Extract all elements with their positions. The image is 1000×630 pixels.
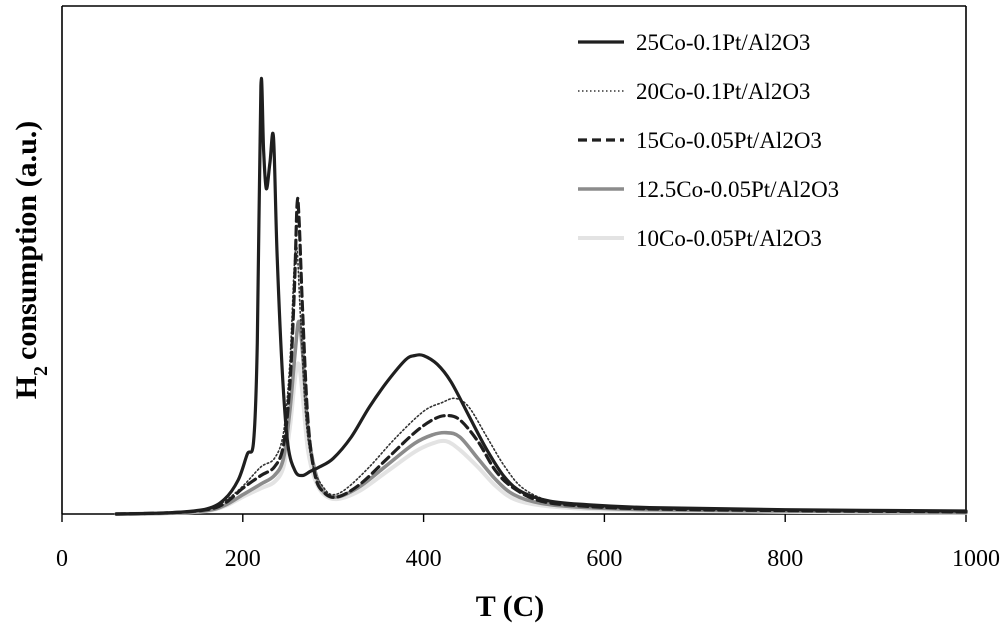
x-tick-label: 0 xyxy=(56,546,68,572)
legend: 25Co-0.1Pt/Al2O3 20Co-0.1Pt/Al2O3 15Co-0.0… xyxy=(578,30,839,251)
legend-label: 12.5Co-0.05Pt/Al2O3 xyxy=(636,177,839,202)
legend-label: 20Co-0.1Pt/Al2O3 xyxy=(636,79,810,104)
series-group xyxy=(114,76,968,516)
x-tick-label: 600 xyxy=(586,546,622,572)
y-axis-title: H2 consumption (a.u.) xyxy=(10,121,52,400)
legend-label: 10Co-0.05Pt/Al2O3 xyxy=(636,226,822,251)
x-axis-title: T (C) xyxy=(476,590,545,623)
x-tick-label: 1000 xyxy=(952,546,1000,572)
y-axis-title-prefix: H xyxy=(10,376,43,399)
series-line-2 xyxy=(114,196,968,516)
series-line-4 xyxy=(114,361,968,516)
plot-frame xyxy=(61,5,967,515)
x-tick-label: 400 xyxy=(406,546,442,572)
y-axis-title-subscript: 2 xyxy=(30,366,52,376)
series-line-1 xyxy=(115,243,967,515)
x-tick-label: 800 xyxy=(767,546,803,572)
series-line-0 xyxy=(114,76,968,516)
x-tick-label: 200 xyxy=(225,546,261,572)
legend-label: 15Co-0.05Pt/Al2O3 xyxy=(636,128,822,153)
legend-label: 25Co-0.1Pt/Al2O3 xyxy=(636,30,810,55)
x-ticks: 0 200 400 600 800 1000 xyxy=(56,514,1000,572)
y-axis-title-text: consumption (a.u.) xyxy=(10,121,43,360)
